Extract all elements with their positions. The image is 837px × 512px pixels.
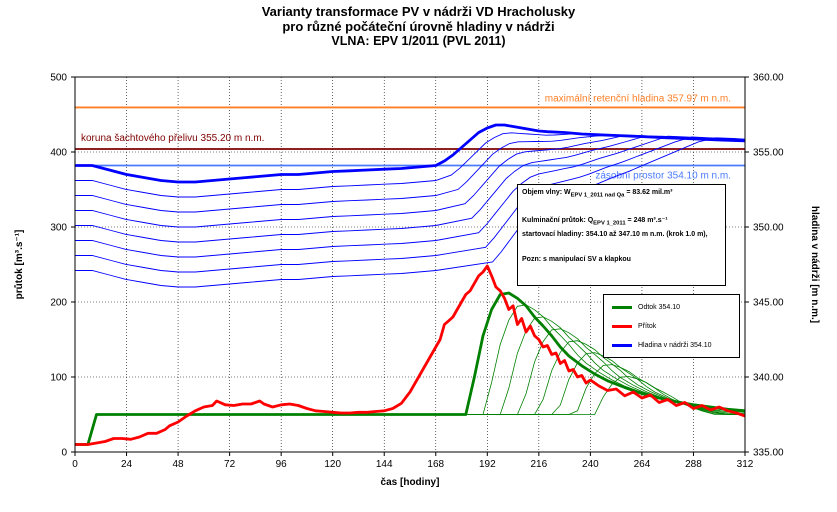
chart-title-line-2: pro různé počáteční úrovně hladiny v nád… bbox=[282, 19, 555, 34]
legend-item-inflow: Přítok bbox=[612, 322, 656, 332]
chart-title-block: Varianty transformace PV v nádrži VD Hra… bbox=[0, 4, 837, 49]
y-right-axis-title: hladina v nádrži [m n.m.] bbox=[809, 206, 820, 323]
y-left-tick-label: 200 bbox=[50, 298, 67, 309]
reference-line-label: koruna šachtového přelivu 355.20 m n.m. bbox=[81, 133, 264, 144]
reference-lines: maximální retenční hladina 357.97 m n.m.… bbox=[75, 93, 745, 182]
chart-title-line-1: Varianty transformace PV v nádrži VD Hra… bbox=[261, 4, 576, 19]
variant-level-curve bbox=[75, 135, 746, 258]
main-series bbox=[75, 123, 746, 446]
x-tick-label: 96 bbox=[276, 459, 288, 470]
reference-line-label: maximální retenční hladina 357.97 m n.m. bbox=[545, 93, 731, 104]
x-tick-label: 72 bbox=[224, 459, 236, 470]
x-tick-label: 168 bbox=[427, 459, 444, 470]
y-left-tick-label: 300 bbox=[50, 223, 67, 234]
y-right-tick-label: 350.00 bbox=[753, 223, 784, 234]
legend-item-level: Hladina v nádrži 354.10 bbox=[612, 341, 712, 351]
x-tick-label: 24 bbox=[121, 459, 133, 470]
series-inflow-line bbox=[75, 264, 746, 446]
x-tick-label: 216 bbox=[531, 459, 548, 470]
reference-line-label: zásobní prostor 354.10 m n.m. bbox=[595, 171, 731, 182]
legend: Odtok 354.10 Přítok Hladina v nádrži 354… bbox=[603, 294, 740, 358]
x-tick-label: 192 bbox=[479, 459, 496, 470]
y-right-tick-label: 340.00 bbox=[753, 373, 784, 384]
y-right-tick-label: 355.00 bbox=[753, 148, 784, 159]
y-left-tick-label: 400 bbox=[50, 148, 67, 159]
y-left-tick-label: 500 bbox=[50, 73, 67, 84]
variant-outflow-curve bbox=[75, 364, 745, 445]
x-tick-label: 312 bbox=[737, 459, 754, 470]
x-tick-label: 120 bbox=[324, 459, 341, 470]
x-tick-label: 240 bbox=[582, 459, 599, 470]
x-tick-label: 0 bbox=[72, 459, 78, 470]
note-peak: Kulminační průtok: QEPV 1_2011 = 248 m³.… bbox=[522, 217, 668, 227]
chart-title-line-3: VLNA: EPV 1/2011 (PVL 2011) bbox=[331, 34, 506, 48]
y-right-tick-label: 345.00 bbox=[753, 298, 784, 309]
note-volume: Objem vlny: WEPV 1_2011 nad Qa = 83.62 m… bbox=[522, 189, 673, 199]
y-left-tick-label: 100 bbox=[50, 373, 67, 384]
x-tick-label: 144 bbox=[376, 459, 393, 470]
variant-level-curve bbox=[75, 136, 746, 273]
x-tick-label: 264 bbox=[634, 459, 651, 470]
y-left-axis-title: průtok [m³.s⁻¹] bbox=[13, 230, 25, 300]
x-tick-label: 48 bbox=[173, 459, 185, 470]
note-remark: Pozn: s manipulací SV a klapkou bbox=[522, 255, 631, 263]
y-right-tick-label: 360.00 bbox=[753, 73, 784, 84]
y-right-tick-label: 335.00 bbox=[753, 448, 784, 459]
variant-level-curve bbox=[75, 135, 746, 243]
y-left-tick-label: 0 bbox=[61, 448, 67, 459]
variant-level-curve bbox=[75, 137, 746, 288]
note-start-levels: startovací hladiny: 354.10 až 347.10 m n… bbox=[522, 230, 708, 238]
x-axis-title: čas [hodiny] bbox=[381, 477, 440, 488]
axes: 0 100 200 300 400 500 0 24 48 72 96 120 144 168 192 216… bbox=[13, 73, 820, 489]
variant-outflow-curve bbox=[75, 376, 745, 445]
x-tick-label: 288 bbox=[685, 459, 702, 470]
series-level-line bbox=[75, 123, 746, 184]
plot-frame bbox=[74, 76, 746, 453]
note-box: Objem vlny: WEPV 1_2011 nad Qa = 83.62 m… bbox=[517, 184, 726, 286]
legend-item-outflow: Odtok 354.10 bbox=[612, 303, 680, 313]
